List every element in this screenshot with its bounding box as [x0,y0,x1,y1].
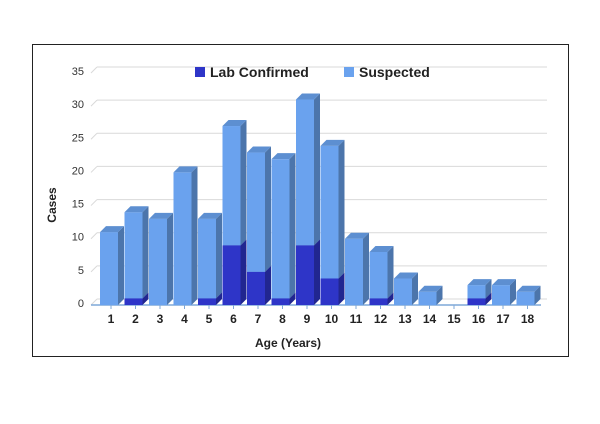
bar-lab-confirmed-age-9 [296,239,320,305]
gridline-depth [90,199,98,206]
y-axis-ticks: 0 5 10 15 20 25 30 35 [72,66,84,310]
y-tick-label: 5 [78,265,84,277]
bar-suspected-age-3 [149,212,173,305]
gridline-depth [90,132,98,140]
y-tick-label: 30 [72,99,84,111]
x-axis-ticks: 1 2 3 4 5 6 7 8 9 10 11 12 13 14 15 16 17 18 [108,305,535,326]
bar-suspected-age-12 [369,245,394,299]
bar-suspected-age-5 [198,212,222,299]
gridline-depth [90,166,98,173]
x-tick-label: 5 [206,312,213,326]
legend-swatch-suspected [344,67,354,77]
bar-suspected-age-2 [124,206,149,299]
bars [100,93,541,305]
bar-lab-confirmed-age-6 [222,239,247,305]
chart-frame: 0 5 10 15 20 25 30 35 1 2 3 4 5 6 7 8 9 10 11 12 13 14 15 16 17… [32,44,569,357]
y-tick-label: 25 [72,132,84,144]
y-axis-title: Cases [45,187,59,223]
x-tick-label: 17 [496,312,510,326]
bar-suspected-age-9 [296,93,320,246]
bar-suspected-age-6 [222,120,247,246]
y-tick-label: 20 [72,165,84,177]
x-tick-label: 2 [132,312,139,326]
legend-swatch-lab-confirmed [195,67,205,77]
x-tick-label: 8 [279,312,286,326]
x-tick-label: 6 [230,312,237,326]
bar-suspected-age-18 [516,285,541,305]
gridline-depth [90,99,98,107]
bar-lab-confirmed-age-7 [247,265,271,305]
y-tick-label: 35 [72,66,84,78]
legend: Lab Confirmed Suspected [195,64,430,80]
gridline-depth [90,232,98,240]
x-tick-label: 18 [521,312,535,326]
x-tick-label: 13 [398,312,412,326]
bar-suspected-age-17 [492,279,516,305]
bar-suspected-age-11 [345,232,369,305]
gridline-depth [90,66,98,74]
bar-suspected-age-8 [271,153,296,299]
x-tick-label: 11 [350,312,363,326]
bar-suspected-age-16 [467,279,492,299]
x-tick-label: 1 [108,312,115,326]
bar-suspected-age-14 [418,285,443,305]
gridline-depth [90,265,98,273]
x-tick-label: 15 [447,312,461,326]
bar-suspected-age-10 [320,139,345,279]
gridline-depth [90,298,98,306]
x-tick-label: 14 [423,312,437,326]
bar-suspected-age-1 [100,226,124,305]
y-tick-label: 10 [72,232,84,244]
x-tick-label: 16 [472,312,486,326]
x-tick-label: 9 [304,312,311,326]
legend-label-lab-confirmed: Lab Confirmed [210,64,309,80]
x-tick-label: 10 [325,312,339,326]
x-tick-label: 3 [157,312,164,326]
bar-suspected-age-7 [247,146,271,272]
bar-suspected-age-13 [394,272,418,305]
y-tick-label: 15 [72,199,84,211]
x-tick-label: 7 [255,312,262,326]
x-tick-label: 12 [374,312,388,326]
y-tick-label: 0 [78,298,84,310]
legend-label-suspected: Suspected [359,64,430,80]
bar-suspected-age-4 [173,166,198,305]
x-tick-label: 4 [181,312,188,326]
x-axis-title: Age (Years) [255,336,321,350]
